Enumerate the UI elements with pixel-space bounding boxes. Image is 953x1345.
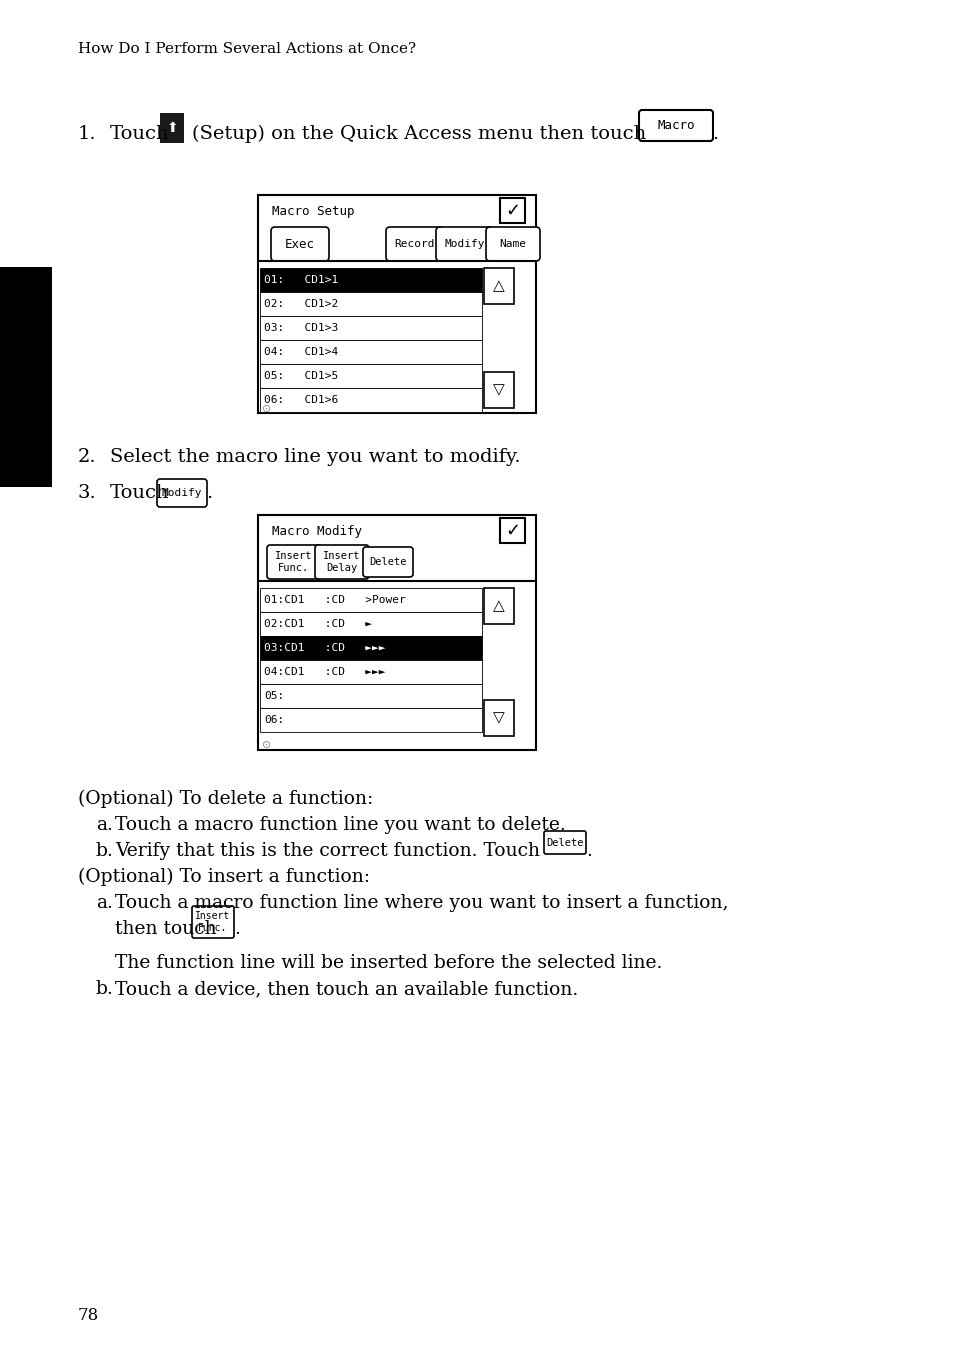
FancyBboxPatch shape xyxy=(543,831,585,854)
Text: ⊙: ⊙ xyxy=(262,740,271,751)
Text: Record: Record xyxy=(395,239,435,249)
Text: 04:CD1   :CD   ►►►: 04:CD1 :CD ►►► xyxy=(264,667,385,677)
Text: 78: 78 xyxy=(78,1307,99,1323)
Text: Insert: Insert xyxy=(275,551,313,561)
Text: Macro Setup: Macro Setup xyxy=(272,204,355,218)
Text: Exec: Exec xyxy=(285,238,314,250)
Text: △: △ xyxy=(493,599,504,613)
FancyBboxPatch shape xyxy=(267,545,320,578)
Text: (Optional) To delete a function:: (Optional) To delete a function: xyxy=(78,790,373,808)
Text: ✓: ✓ xyxy=(504,522,519,539)
Text: Touch: Touch xyxy=(110,484,170,502)
FancyBboxPatch shape xyxy=(436,227,494,261)
Text: Touch a device, then touch an available function.: Touch a device, then touch an available … xyxy=(115,981,578,998)
Text: 03:CD1   :CD   ►►►: 03:CD1 :CD ►►► xyxy=(264,643,385,654)
Text: Macro: Macro xyxy=(657,118,694,132)
Text: △: △ xyxy=(493,278,504,293)
Bar xyxy=(260,292,481,316)
Bar xyxy=(260,612,481,636)
FancyBboxPatch shape xyxy=(363,547,413,577)
Bar xyxy=(260,340,481,364)
Text: b.: b. xyxy=(96,842,113,859)
Text: ⬆: ⬆ xyxy=(166,121,177,134)
Bar xyxy=(260,268,481,292)
Text: ▽: ▽ xyxy=(493,383,504,397)
Text: Macro Modify: Macro Modify xyxy=(272,525,361,538)
Text: Func.: Func. xyxy=(278,564,310,573)
Bar xyxy=(260,660,481,685)
Bar xyxy=(260,685,481,707)
Text: Name: Name xyxy=(499,239,526,249)
Text: (Optional) To insert a function:: (Optional) To insert a function: xyxy=(78,868,370,886)
Bar xyxy=(260,636,481,660)
Bar xyxy=(260,588,481,612)
Bar xyxy=(260,364,481,387)
Text: (Setup) on the Quick Access menu then touch: (Setup) on the Quick Access menu then to… xyxy=(192,125,645,144)
Bar xyxy=(0,268,52,487)
Text: Insert: Insert xyxy=(195,912,231,921)
Text: 05:: 05: xyxy=(264,691,284,701)
Text: Touch a macro function line you want to delete.: Touch a macro function line you want to … xyxy=(115,816,565,834)
Bar xyxy=(260,707,481,732)
Bar xyxy=(483,268,514,304)
Bar xyxy=(499,198,524,223)
FancyBboxPatch shape xyxy=(192,907,233,937)
Text: Insert: Insert xyxy=(323,551,360,561)
Text: 06:   CD1>6: 06: CD1>6 xyxy=(264,395,338,405)
Text: 02:   CD1>2: 02: CD1>2 xyxy=(264,299,338,309)
Text: a.: a. xyxy=(96,816,112,834)
Bar xyxy=(160,113,184,143)
Text: 2.: 2. xyxy=(78,448,96,465)
Text: 02:CD1   :CD   ►: 02:CD1 :CD ► xyxy=(264,619,372,629)
Bar xyxy=(260,316,481,340)
Text: .: . xyxy=(585,842,591,859)
Text: ▽: ▽ xyxy=(493,712,504,725)
Text: b.: b. xyxy=(96,981,113,998)
FancyBboxPatch shape xyxy=(386,227,443,261)
Text: Delete: Delete xyxy=(546,838,583,847)
Bar xyxy=(483,373,514,408)
Text: Touch: Touch xyxy=(110,125,170,143)
Text: Touch a macro function line where you want to insert a function,: Touch a macro function line where you wa… xyxy=(115,894,728,912)
Bar xyxy=(260,387,481,412)
Text: Modify: Modify xyxy=(444,239,485,249)
Bar xyxy=(483,699,514,736)
Bar xyxy=(483,588,514,624)
Text: 01:CD1   :CD   >Power: 01:CD1 :CD >Power xyxy=(264,594,405,605)
Text: Verify that this is the correct function. Touch: Verify that this is the correct function… xyxy=(115,842,539,859)
Text: Delay: Delay xyxy=(326,564,357,573)
Text: 03:   CD1>3: 03: CD1>3 xyxy=(264,323,338,334)
Bar xyxy=(257,195,536,413)
Text: The function line will be inserted before the selected line.: The function line will be inserted befor… xyxy=(115,954,661,972)
FancyBboxPatch shape xyxy=(639,110,712,141)
Text: a.: a. xyxy=(96,894,112,912)
Text: .: . xyxy=(206,484,212,502)
Text: 1.: 1. xyxy=(78,125,96,143)
Text: 05:   CD1>5: 05: CD1>5 xyxy=(264,371,338,381)
FancyBboxPatch shape xyxy=(314,545,369,578)
Text: How Do I Perform Several Actions at Once?: How Do I Perform Several Actions at Once… xyxy=(78,42,416,56)
Bar xyxy=(257,515,536,751)
Text: 3.: 3. xyxy=(78,484,96,502)
Text: Modify: Modify xyxy=(162,488,202,498)
Text: ✓: ✓ xyxy=(504,202,519,219)
Bar xyxy=(499,518,524,543)
FancyBboxPatch shape xyxy=(485,227,539,261)
FancyBboxPatch shape xyxy=(271,227,329,261)
Text: Func.: Func. xyxy=(198,923,228,933)
Text: Delete: Delete xyxy=(369,557,406,568)
Text: .: . xyxy=(233,920,239,937)
Text: .: . xyxy=(711,125,718,143)
Text: 04:   CD1>4: 04: CD1>4 xyxy=(264,347,338,356)
Text: ⊙: ⊙ xyxy=(262,404,271,414)
Text: then touch: then touch xyxy=(115,920,216,937)
Text: 06:: 06: xyxy=(264,716,284,725)
FancyBboxPatch shape xyxy=(157,479,207,507)
Text: Select the macro line you want to modify.: Select the macro line you want to modify… xyxy=(110,448,520,465)
Text: 01:   CD1>1: 01: CD1>1 xyxy=(264,274,338,285)
